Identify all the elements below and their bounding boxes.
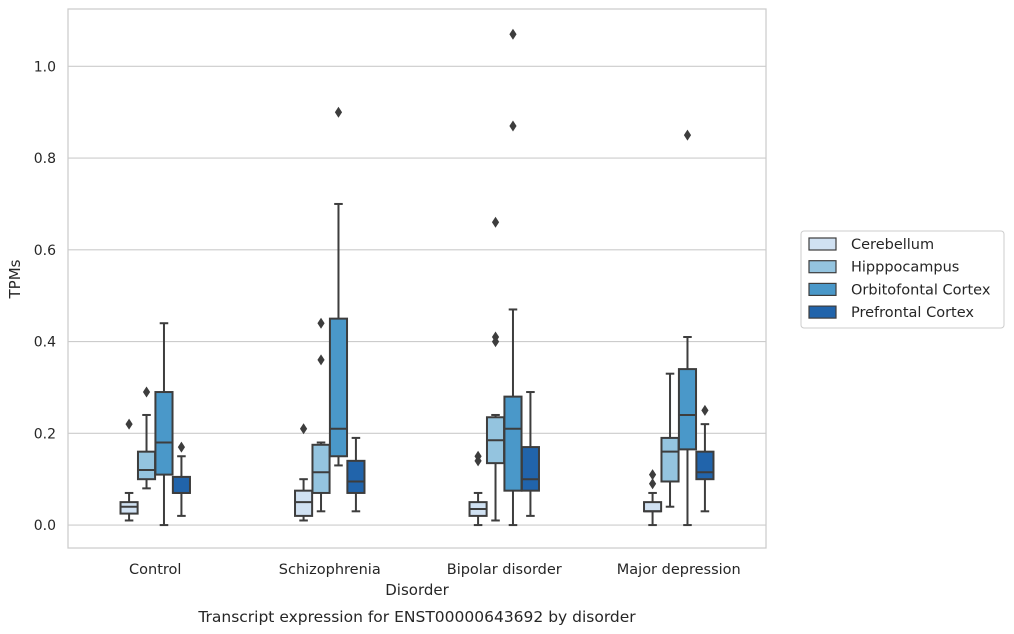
x-tick-label: Bipolar disorder [447,562,562,578]
outlier-point [299,423,308,435]
x-tick-label: Control [129,562,181,578]
box-hipppocampus [136,386,157,490]
y-tick-label: 0.4 [34,335,56,351]
outlier-point [142,386,151,398]
legend-label: Orbitofontal Cortex [851,282,991,298]
y-tick-label: 0.0 [34,518,56,534]
box-iqr [294,489,314,517]
box-iqr [660,436,680,483]
x-axis-label: Disorder [385,581,449,599]
box-hipppocampus [660,372,680,508]
y-tick-label: 0.2 [34,426,56,442]
box-iqr [695,450,715,481]
box-prefrontal-cortex [695,404,715,513]
chart-title: Transcript expression for ENST0000064369… [197,608,636,626]
x-tick-label: Major depression [617,562,741,578]
outlier-point [317,354,325,366]
box-iqr [346,459,366,494]
box-iqr [503,395,523,492]
outlier-point [683,129,692,141]
box-orbitofontal-cortex [328,106,349,467]
box-prefrontal-cortex [520,391,540,517]
box-prefrontal-cortex [346,436,366,513]
legend-label: Cerebellum [851,237,934,253]
legend-label: Hipppocampus [851,260,959,276]
outlier-point [509,28,517,40]
legend-label: Prefrontal Cortex [851,305,974,321]
box-cerebellum [294,423,314,522]
outlier-point [177,441,186,453]
outlier-point [491,331,500,343]
box-cerebellum [119,418,139,522]
outlier-point [334,106,343,118]
outlier-point [648,478,657,490]
box-series [119,28,715,527]
box-iqr [311,443,331,494]
legend: Cerebellum Hipppocampus Orbitofontal Corte… [800,230,1005,329]
x-tick-labels: Control Schizophrenia Bipolar disorder Majo… [129,562,741,578]
box-hipppocampus [485,216,506,522]
outlier-point [474,450,482,462]
box-iqr [154,391,174,476]
outlier-point [701,404,709,416]
box-iqr [119,501,139,515]
legend-swatch [808,305,837,319]
box-iqr [136,450,157,481]
box-iqr [677,368,698,451]
box-cerebellum [468,450,488,527]
outlier-point [509,120,517,132]
box-hipppocampus [311,317,331,513]
box-orbitofontal-cortex [677,129,698,527]
legend-items: Cerebellum Hipppocampus Orbitofontal Corte… [808,237,991,321]
legend-frame [800,230,1005,329]
box-iqr [171,475,191,494]
box-iqr [520,446,540,492]
box-orbitofontal-cortex [154,322,174,527]
outlier-point [317,317,325,329]
y-tick-label: 1.0 [34,59,56,75]
outlier-point [648,469,657,481]
outlier-point [125,418,133,430]
plot-area-frame [67,8,767,549]
legend-swatch [808,237,837,251]
box-iqr [328,317,349,458]
box-iqr [643,501,663,513]
y-tick-labels: 0.0 0.2 0.4 0.6 0.8 1.0 [34,59,56,534]
y-tick-label: 0.8 [34,151,56,167]
outlier-point [491,216,500,228]
box-cerebellum [643,469,663,527]
box-orbitofontal-cortex [503,28,523,527]
y-axis-label: TPMs [6,259,24,299]
y-tick-label: 0.6 [34,243,56,259]
box-prefrontal-cortex [171,441,191,517]
legend-swatch [808,260,837,274]
legend-swatch [808,282,837,296]
x-tick-label: Schizophrenia [279,562,381,578]
